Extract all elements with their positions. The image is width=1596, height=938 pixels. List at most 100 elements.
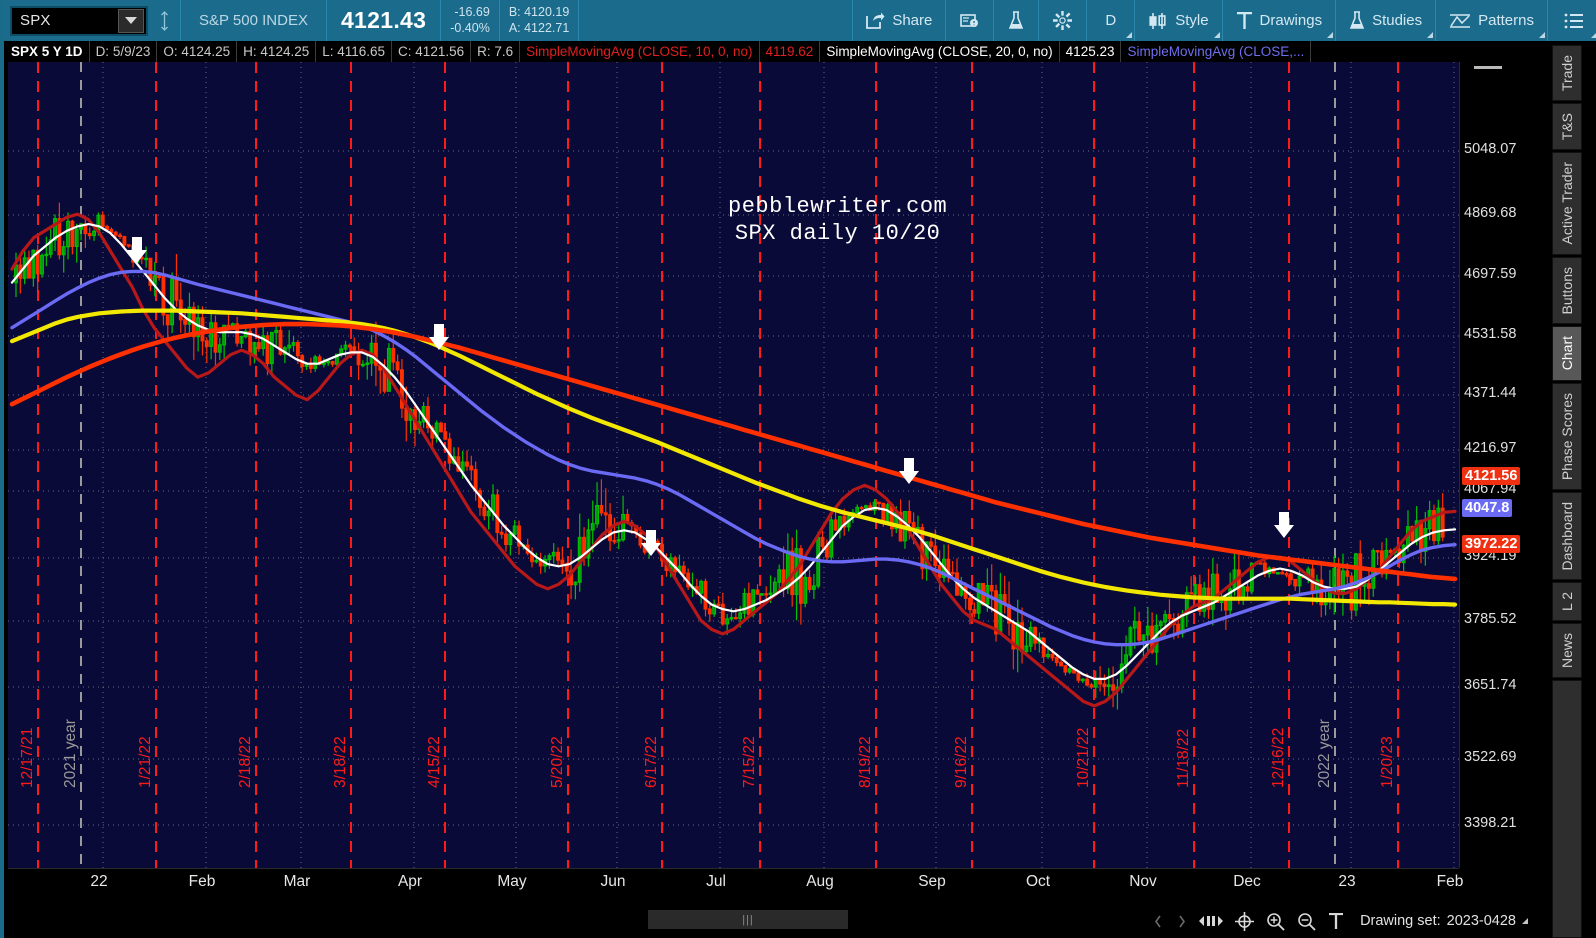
zoom-out-icon[interactable] bbox=[1291, 912, 1322, 931]
text-tool-icon[interactable] bbox=[1322, 912, 1350, 930]
style-button[interactable]: Style bbox=[1135, 0, 1223, 41]
studies-flask-button[interactable] bbox=[994, 0, 1040, 41]
dropdown-corner-icon bbox=[1522, 918, 1528, 924]
sidebar-item-label: L 2 bbox=[1559, 592, 1575, 612]
note-icon bbox=[960, 12, 979, 29]
time-tick: Aug bbox=[806, 873, 834, 890]
crosshair-icon[interactable] bbox=[1229, 911, 1260, 931]
sidebar-item-dashboard[interactable]: Dashboard bbox=[1552, 491, 1582, 581]
sidebar-item-label: Active Trader bbox=[1559, 162, 1575, 245]
hamburger-menu-icon bbox=[1564, 13, 1583, 29]
sidebar-item-trade[interactable]: Trade bbox=[1552, 45, 1582, 102]
sidebar-item-buttons[interactable]: Buttons bbox=[1552, 256, 1582, 325]
sidebar-item-chart[interactable]: Chart bbox=[1552, 326, 1582, 381]
share-label: Share bbox=[892, 12, 933, 29]
link-button[interactable] bbox=[148, 0, 181, 41]
sidebar-item-phase-scores[interactable]: Phase Scores bbox=[1552, 382, 1582, 490]
dropdown-corner-icon bbox=[1126, 32, 1133, 38]
step-forward-icon[interactable] bbox=[1170, 915, 1193, 928]
drawing-set-label: Drawing set: bbox=[1360, 913, 1441, 929]
gear-icon bbox=[1053, 11, 1073, 30]
text-icon bbox=[1236, 11, 1253, 30]
time-tick: Feb bbox=[188, 873, 216, 890]
price-tick: 4067.94 bbox=[1464, 481, 1517, 497]
flask-icon bbox=[1349, 10, 1365, 31]
study-sma20-name[interactable]: SimpleMovingAvg (CLOSE, 20, 0, no) bbox=[820, 41, 1060, 62]
sidebar-item-active-trader[interactable]: Active Trader bbox=[1552, 152, 1582, 255]
price-tick: 5048.07 bbox=[1464, 141, 1517, 157]
event-marker-label: 10/21/22 bbox=[1075, 728, 1092, 788]
time-tick: Nov bbox=[1129, 873, 1157, 890]
time-tick: Sep bbox=[918, 873, 946, 890]
price-tick: 4216.97 bbox=[1464, 440, 1517, 456]
event-marker-label: 11/18/22 bbox=[1175, 729, 1192, 788]
event-marker-label: 4/15/22 bbox=[426, 736, 443, 788]
settings-button[interactable] bbox=[1039, 0, 1088, 41]
index-name: S&P 500 INDEX bbox=[181, 0, 327, 41]
drawings-button[interactable]: Drawings bbox=[1223, 0, 1337, 41]
sell-arrow-4-icon bbox=[899, 458, 919, 484]
time-tick: Oct bbox=[1025, 873, 1051, 890]
bid-ask: B: 4120.19 A: 4122.71 bbox=[500, 0, 580, 41]
time-tick: Feb bbox=[1436, 873, 1464, 890]
time-tick: Dec bbox=[1233, 873, 1261, 890]
symbol-box[interactable]: SPX bbox=[10, 5, 148, 36]
sell-arrow-1-icon bbox=[127, 237, 147, 263]
patterns-label: Patterns bbox=[1478, 12, 1534, 29]
share-icon bbox=[866, 12, 885, 29]
step-back-icon[interactable] bbox=[1147, 915, 1170, 928]
price-axis[interactable]: 5048.07 4869.68 4697.59 4531.58 4371.44 4216.… bbox=[1459, 62, 1534, 868]
sidebar-item-news[interactable]: News bbox=[1552, 623, 1582, 679]
time-axis[interactable]: 22 Feb Mar Apr May Jun Jul Aug Sep Oct Nov Dec 23 Feb bbox=[8, 868, 1463, 904]
drawing-set-selector[interactable]: Drawing set: 2023-0428 bbox=[1350, 913, 1534, 929]
pan-icon[interactable] bbox=[1193, 914, 1229, 928]
horizontal-scrollbar[interactable]: ||| bbox=[648, 910, 848, 929]
link-icon bbox=[152, 10, 176, 31]
ohlc-close: C: 4121.56 bbox=[392, 41, 472, 62]
sell-arrow-2-icon bbox=[429, 324, 449, 350]
sidebar-item-t-s[interactable]: T&S bbox=[1552, 103, 1582, 151]
chart-info-bar: SPX 5 Y 1D D: 5/9/23 O: 4124.25 H: 4124.… bbox=[4, 41, 1596, 62]
ohlc-range: R: 7.6 bbox=[471, 41, 521, 62]
candle-style-icon bbox=[1148, 12, 1168, 30]
sidebar-item-label: News bbox=[1559, 633, 1575, 669]
event-marker-label: 1/20/23 bbox=[1379, 736, 1396, 788]
ask-value: A: 4122.71 bbox=[508, 20, 570, 35]
time-tick: Jul bbox=[706, 873, 726, 890]
sidebar-item-label: Trade bbox=[1559, 55, 1575, 92]
sidebar-item-l-2[interactable]: L 2 bbox=[1552, 582, 1582, 622]
dropdown-corner-icon bbox=[1591, 32, 1596, 38]
studies-label: Studies bbox=[1372, 12, 1423, 29]
time-tick: 23 bbox=[1338, 873, 1356, 890]
study-sma10-name[interactable]: SimpleMovingAvg (CLOSE, 10, 0, no) bbox=[520, 41, 760, 62]
event-marker-label: 7/15/22 bbox=[741, 736, 758, 788]
sma-line bbox=[10, 212, 1457, 708]
share-button[interactable]: Share bbox=[853, 0, 947, 41]
event-marker-label: 8/19/22 bbox=[857, 736, 874, 788]
drawing-set-value: 2023-0428 bbox=[1446, 913, 1516, 929]
studies-button[interactable]: Studies bbox=[1336, 0, 1437, 41]
price-tick: 4371.44 bbox=[1464, 385, 1517, 401]
scrollbar-grip[interactable]: ||| bbox=[742, 913, 754, 926]
study-sma50-name[interactable]: SimpleMovingAvg (CLOSE,... bbox=[1121, 41, 1312, 62]
note-button[interactable] bbox=[946, 0, 995, 41]
pattern-icon bbox=[1449, 12, 1471, 30]
event-marker-label: 5/20/22 bbox=[549, 736, 566, 788]
patterns-button[interactable]: Patterns bbox=[1436, 0, 1548, 41]
sell-arrow-3-icon bbox=[641, 530, 661, 556]
timeframe-button[interactable]: D bbox=[1087, 0, 1136, 41]
chart-title: SPX 5 Y 1D bbox=[4, 41, 90, 62]
chart-container[interactable]: 12/17/21 2021 year 1/21/22 2/18/22 3/18/22 4/… bbox=[4, 62, 1534, 938]
ohlc-high: H: 4124.25 bbox=[237, 41, 317, 62]
event-marker-label: 9/16/22 bbox=[953, 736, 970, 788]
study-sma20-value: 4125.23 bbox=[1060, 41, 1122, 62]
event-marker-label: 2/18/22 bbox=[237, 736, 254, 788]
sidebar-item-label: Phase Scores bbox=[1559, 392, 1575, 480]
dropdown-corner-icon bbox=[1327, 32, 1334, 38]
chevron-down-icon[interactable] bbox=[118, 8, 144, 33]
time-tick: Apr bbox=[397, 873, 423, 890]
zoom-in-icon[interactable] bbox=[1260, 912, 1291, 931]
price-plot[interactable]: 12/17/21 2021 year 1/21/22 2/18/22 3/18/22 4/… bbox=[8, 62, 1459, 868]
symbol-selector[interactable]: SPX bbox=[4, 0, 148, 41]
menu-button[interactable] bbox=[1548, 0, 1596, 41]
